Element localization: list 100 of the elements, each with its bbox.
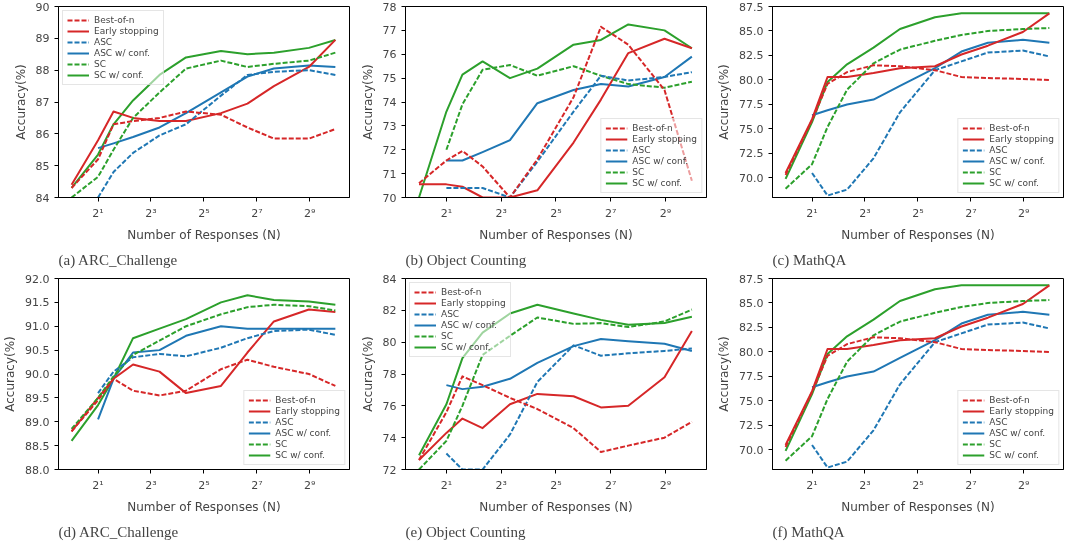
y-tick-label: 74 <box>382 431 397 445</box>
x-tick-label: 2¹ <box>806 206 818 220</box>
legend-label: ASC w/ conf. <box>989 428 1046 438</box>
legend-label: SC <box>632 167 646 177</box>
y-tick-label: 92.0 <box>25 272 50 286</box>
legend-label: Best-of-n <box>989 123 1030 133</box>
y-tick-label: 70.0 <box>739 443 764 457</box>
y-tick-label: 88 <box>35 64 50 78</box>
legend-label: SC w/ conf. <box>632 178 682 188</box>
y-tick-label: 87.5 <box>739 0 764 14</box>
text: (c) MathQA <box>772 251 847 269</box>
text: (a) ARC_Challenge <box>58 251 178 269</box>
legend-label: SC <box>989 439 1003 449</box>
text: (e) Object Counting <box>405 523 526 541</box>
legend-label: SC w/ conf. <box>94 70 144 80</box>
y-tick-label: 87.5 <box>739 272 764 286</box>
y-tick-label: 82.5 <box>739 49 764 63</box>
x-tick-label: 2⁷ <box>965 478 977 492</box>
legend-label: ASC <box>441 309 461 319</box>
y-tick-label: 75.0 <box>739 394 764 408</box>
y-axis-title: Accuracy(%) <box>717 64 732 140</box>
legend-label: ASC <box>632 145 652 155</box>
y-tick-label: 77.5 <box>739 98 764 112</box>
x-tick-label: 2⁵ <box>198 478 210 492</box>
legend-label: Best-of-n <box>275 395 316 405</box>
y-tick-label: 80 <box>382 336 397 350</box>
legend-label: ASC w/ conf. <box>989 156 1046 166</box>
y-tick-label: 70 <box>382 191 397 205</box>
text: (b) Object Counting <box>405 251 527 269</box>
y-tick-label: 84 <box>382 272 397 286</box>
y-tick-label: 90 <box>35 0 50 14</box>
x-tick-label: 2⁷ <box>251 478 263 492</box>
y-tick-label: 80.0 <box>739 345 764 359</box>
y-tick-label: 72.5 <box>739 419 764 433</box>
legend-label: Early stopping <box>275 406 340 416</box>
x-tick-label: 2⁹ <box>659 478 672 492</box>
legend-label: Early stopping <box>989 406 1054 416</box>
legend-label: Early stopping <box>94 26 159 36</box>
x-tick-label: 2⁹ <box>1018 478 1030 492</box>
y-tick-label: 77 <box>382 24 397 38</box>
legend-label: ASC w/ conf. <box>275 428 332 438</box>
legend-label: SC <box>441 331 454 341</box>
legend-label: ASC <box>275 417 295 427</box>
legend-label: SC <box>275 439 289 449</box>
x-tick-label: 2³ <box>145 478 157 492</box>
x-tick-label: 2³ <box>859 478 871 492</box>
legend-label: Best-of-n <box>632 123 673 133</box>
x-tick-label: 2³ <box>495 206 507 220</box>
x-axis-title: Number of Responses (N) <box>479 499 633 514</box>
x-axis-title: Number of Responses (N) <box>479 227 633 242</box>
y-tick-label: 86 <box>35 127 50 141</box>
y-tick-label: 75.0 <box>739 122 764 136</box>
legend-label: Best-of-n <box>94 15 135 25</box>
x-tick-label: 2¹ <box>440 478 453 492</box>
x-tick-label: 2⁹ <box>304 206 316 220</box>
x-tick-label: 2³ <box>495 478 507 492</box>
x-tick-label: 2⁹ <box>304 478 316 492</box>
y-axis-title: Accuracy(%) <box>717 336 732 412</box>
legend-label: ASC w/ conf. <box>94 48 150 58</box>
legend-label: ASC <box>989 145 1009 155</box>
y-tick-label: 76 <box>382 48 397 62</box>
y-tick-label: 77.5 <box>739 370 764 384</box>
x-tick-label: 2³ <box>145 206 157 220</box>
legend-label: Best-of-n <box>441 287 482 297</box>
legend-label: ASC w/ conf. <box>632 156 689 166</box>
legend-label: Early stopping <box>989 134 1054 144</box>
y-axis-title: Accuracy(%) <box>360 64 375 140</box>
y-tick-label: 72.5 <box>739 147 764 161</box>
x-axis-title: Number of Responses (N) <box>127 499 281 514</box>
y-tick-label: 74 <box>382 96 397 109</box>
legend-label: Early stopping <box>632 134 697 144</box>
legend-label: Early stopping <box>441 298 506 308</box>
x-tick-label: 2⁵ <box>912 206 924 220</box>
y-tick-label: 89.0 <box>25 415 50 429</box>
x-axis-title: Number of Responses (N) <box>841 227 995 242</box>
x-axis-title: Number of Responses (N) <box>841 499 995 514</box>
y-tick-label: 89.5 <box>25 391 50 405</box>
legend-label: ASC w/ conf. <box>441 320 497 330</box>
y-tick-label: 84 <box>35 191 50 205</box>
text: (f) MathQA <box>772 523 845 541</box>
x-tick-label: 2⁷ <box>965 206 977 220</box>
x-tick-label: 2¹ <box>92 478 104 492</box>
y-tick-label: 91.0 <box>25 320 50 334</box>
legend-label: SC w/ conf. <box>441 342 491 352</box>
legend-label: Best-of-n <box>989 395 1030 405</box>
x-tick-label: 2⁹ <box>659 206 672 220</box>
y-tick-label: 89 <box>35 32 50 46</box>
x-tick-label: 2¹ <box>92 206 104 220</box>
y-tick-label: 88.0 <box>25 463 50 477</box>
y-tick-label: 72 <box>382 143 397 157</box>
y-tick-label: 75 <box>382 72 397 86</box>
legend-label: SC w/ conf. <box>989 178 1039 188</box>
x-tick-label: 2⁷ <box>251 206 263 220</box>
legend-label: SC <box>94 59 107 69</box>
y-tick-label: 91.5 <box>25 296 50 310</box>
y-tick-label: 85.0 <box>739 24 764 38</box>
y-axis-title: Accuracy(%) <box>13 64 28 140</box>
y-tick-label: 73 <box>382 119 397 133</box>
y-tick-label: 88.5 <box>25 439 50 453</box>
x-tick-label: 2⁵ <box>912 478 924 492</box>
